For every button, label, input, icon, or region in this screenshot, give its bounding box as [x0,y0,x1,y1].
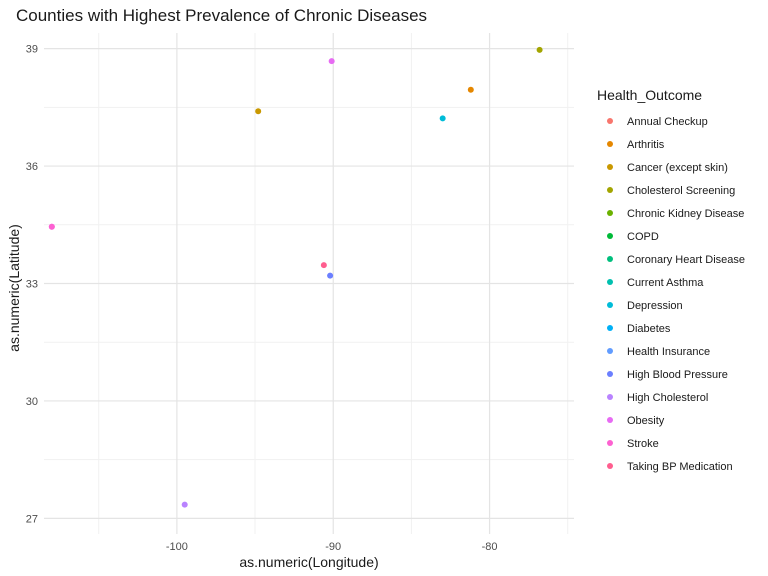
chart-title: Counties with Highest Prevalence of Chro… [16,6,427,25]
x-axis-ticks: -100 -90 -80 [166,541,498,553]
legend-key [607,302,613,308]
x-tick-label: -90 [325,541,341,553]
legend-key [607,164,613,170]
legend-label: Stroke [627,438,659,450]
legend-label: COPD [627,231,659,243]
y-axis-ticks: 27 30 33 36 39 [26,44,38,526]
y-tick-label: 33 [26,279,38,291]
legend-label: Taking BP Medication [627,461,733,473]
legend-key [607,440,613,446]
legend-key [607,279,613,285]
data-point [320,262,327,269]
legend-label: Coronary Heart Disease [627,254,745,266]
data-point [439,115,446,122]
data-points [48,46,543,508]
legend-key [607,233,613,239]
major-gridlines [44,33,574,534]
y-tick-label: 36 [26,161,38,173]
legend-key [607,256,613,262]
legend-label: Diabetes [627,323,671,335]
x-tick-label: -80 [482,541,498,553]
legend-key [607,210,613,216]
legend-label: High Cholesterol [627,392,708,404]
legend-label: Annual Checkup [627,116,708,128]
x-axis-title: as.numeric(Longitude) [239,554,378,570]
legend-label: Cholesterol Screening [627,185,735,197]
data-point [536,46,543,53]
legend: Health_Outcome Annual Checkup Arthritis Ca… [597,87,745,473]
legend-key [607,187,613,193]
legend-title: Health_Outcome [597,87,702,103]
data-point [328,58,335,65]
data-point [327,272,334,279]
legend-key [607,141,613,147]
y-tick-label: 27 [26,513,38,525]
legend-label: Arthritis [627,139,665,151]
data-point [181,501,188,508]
legend-key [607,118,613,124]
data-point [255,108,262,115]
legend-label: Chronic Kidney Disease [627,208,744,220]
legend-key [607,394,613,400]
legend-label: Health Insurance [627,346,710,358]
y-axis-title: as.numeric(Latitude) [6,224,22,352]
legend-key [607,325,613,331]
legend-label: Current Asthma [627,277,704,289]
legend-key [607,463,613,469]
legend-label: Cancer (except skin) [627,162,728,174]
y-tick-label: 39 [26,44,38,56]
x-tick-label: -100 [166,541,188,553]
legend-label: Obesity [627,415,665,427]
legend-key [607,348,613,354]
data-point [48,223,55,230]
y-tick-label: 30 [26,396,38,408]
legend-label: High Blood Pressure [627,369,728,381]
legend-key [607,371,613,377]
data-point [467,86,474,93]
legend-label: Depression [627,300,683,312]
legend-key [607,417,613,423]
